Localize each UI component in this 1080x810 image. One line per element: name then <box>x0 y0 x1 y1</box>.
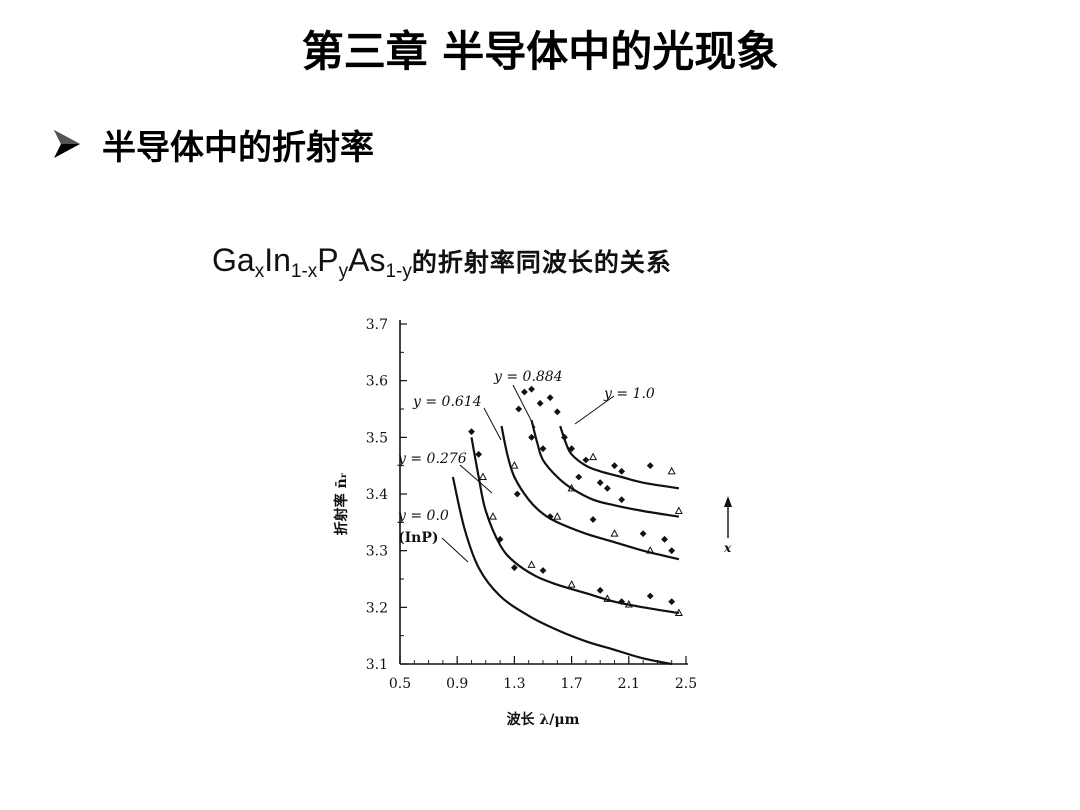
diamond-marker <box>668 547 676 555</box>
triangle-marker <box>553 512 562 520</box>
y-tick-label: 3.4 <box>366 487 388 503</box>
diamond-marker <box>582 456 590 464</box>
series-leader-line-2 <box>483 407 502 441</box>
diamond-marker <box>475 450 483 458</box>
series-sublabel: (InP) <box>398 530 439 546</box>
diamond-marker <box>546 394 554 402</box>
title-chinese: 的折射率同波长的关系 <box>411 248 672 277</box>
diamond-marker <box>496 535 504 543</box>
x-tick-label: 2.1 <box>618 676 640 692</box>
title-sub-1-y: 1-y <box>385 261 412 282</box>
triangle-marker <box>674 506 683 514</box>
y-axis-label: 折射率 n̄ᵣ <box>333 472 350 535</box>
diamond-marker <box>539 567 547 574</box>
diamond-marker <box>561 433 568 441</box>
diamond-marker <box>511 564 518 572</box>
triangle-marker <box>646 546 655 554</box>
title-as: As <box>348 242 386 278</box>
triangle-marker <box>567 580 576 588</box>
y-tick-label: 3.5 <box>366 430 388 446</box>
diamond-marker <box>568 445 575 453</box>
title-sub-1-x: 1-x <box>290 261 318 282</box>
series-label-2: y = 0.614 <box>412 394 482 410</box>
diamond-marker <box>668 598 676 606</box>
triangle-marker <box>567 483 576 492</box>
arrowhead-bullet-icon <box>54 130 80 158</box>
title-sub-x: x <box>254 261 265 282</box>
diamond-marker <box>618 496 626 504</box>
x-tick-label: 0.9 <box>446 676 468 692</box>
diamond-marker <box>646 592 654 600</box>
triangle-marker <box>478 472 487 480</box>
diamond-marker <box>618 598 626 606</box>
x-tick-label: 0.5 <box>389 676 411 692</box>
diamond-marker <box>553 408 561 416</box>
x-tick-label: 1.3 <box>503 676 525 692</box>
diamond-marker <box>528 385 535 393</box>
triangle-marker <box>667 466 676 475</box>
diamond-marker <box>546 513 554 521</box>
diamond-marker <box>596 479 604 487</box>
diamond-marker <box>468 428 475 436</box>
series-curve-0 <box>451 476 672 666</box>
diamond-marker <box>521 388 528 396</box>
diamond-marker <box>639 530 647 538</box>
title-ga: Ga <box>212 242 255 278</box>
series-leader-line-1 <box>459 464 493 494</box>
x-axis-label: 波长 λ/μm <box>507 711 580 728</box>
series-leader-line-3 <box>512 384 536 429</box>
diamond-marker <box>575 473 583 481</box>
x-tick-label: 2.5 <box>675 676 697 692</box>
series-curve-4 <box>559 425 680 490</box>
x-direction-label: x <box>723 541 732 555</box>
diamond-marker <box>618 467 626 475</box>
triangle-marker <box>488 512 497 520</box>
series-label-3: y = 0.884 <box>493 369 563 385</box>
triangle-marker <box>510 461 519 469</box>
series-leader-line-4 <box>574 395 615 425</box>
series-curve-2 <box>500 425 680 561</box>
triangle-marker <box>674 608 683 616</box>
triangle-marker <box>610 529 619 537</box>
diamond-marker <box>513 490 521 498</box>
diamond-marker <box>661 535 668 543</box>
y-tick-label: 3.3 <box>366 544 388 560</box>
y-tick-label: 3.2 <box>366 600 388 616</box>
title-p: P <box>317 242 339 278</box>
series-curve-3 <box>530 420 680 518</box>
slide-title: 第三章 半导体中的光现象 <box>301 27 779 76</box>
triangle-marker <box>624 599 633 608</box>
diamond-marker <box>603 484 611 492</box>
bullet-item: 半导体中的折射率 <box>52 118 374 170</box>
series-label-4: y = 1.0 <box>603 386 655 402</box>
x-tick-label: 1.7 <box>560 676 582 692</box>
triangle-marker <box>603 594 612 602</box>
diamond-marker <box>596 586 604 594</box>
series-curve-1 <box>470 437 680 615</box>
title-sub-y: y <box>338 261 349 282</box>
diamond-marker <box>539 445 547 453</box>
series-leader-line-0 <box>441 537 469 563</box>
diamond-marker <box>646 462 654 470</box>
series-label-0: y = 0.0 <box>397 508 449 524</box>
chart-title: GaxIn1-xPyAs1-y的折射率同波长的关系 <box>212 242 672 283</box>
diamond-marker <box>515 405 523 413</box>
title-in: In <box>264 242 291 278</box>
y-tick-label: 3.6 <box>366 374 388 390</box>
y-tick-label: 3.7 <box>366 317 388 333</box>
triangle-marker <box>527 560 536 568</box>
triangle-marker <box>589 452 598 461</box>
diamond-marker <box>611 462 618 470</box>
refractive-index-chart: 3.1 3.2 3.3 3.4 3.5 3.6 3.7 0.5 0.9 1.3 1.7 2.1 2.5 波… <box>333 317 732 728</box>
y-tick-label: 3.1 <box>366 657 388 673</box>
series-label-1: y = 0.276 <box>397 451 467 467</box>
diamond-marker <box>589 516 597 523</box>
bullet-text: 半导体中的折射率 <box>102 127 374 168</box>
diamond-marker <box>528 433 535 441</box>
diamond-marker <box>536 399 544 407</box>
x-direction-arrow-head <box>724 496 732 507</box>
